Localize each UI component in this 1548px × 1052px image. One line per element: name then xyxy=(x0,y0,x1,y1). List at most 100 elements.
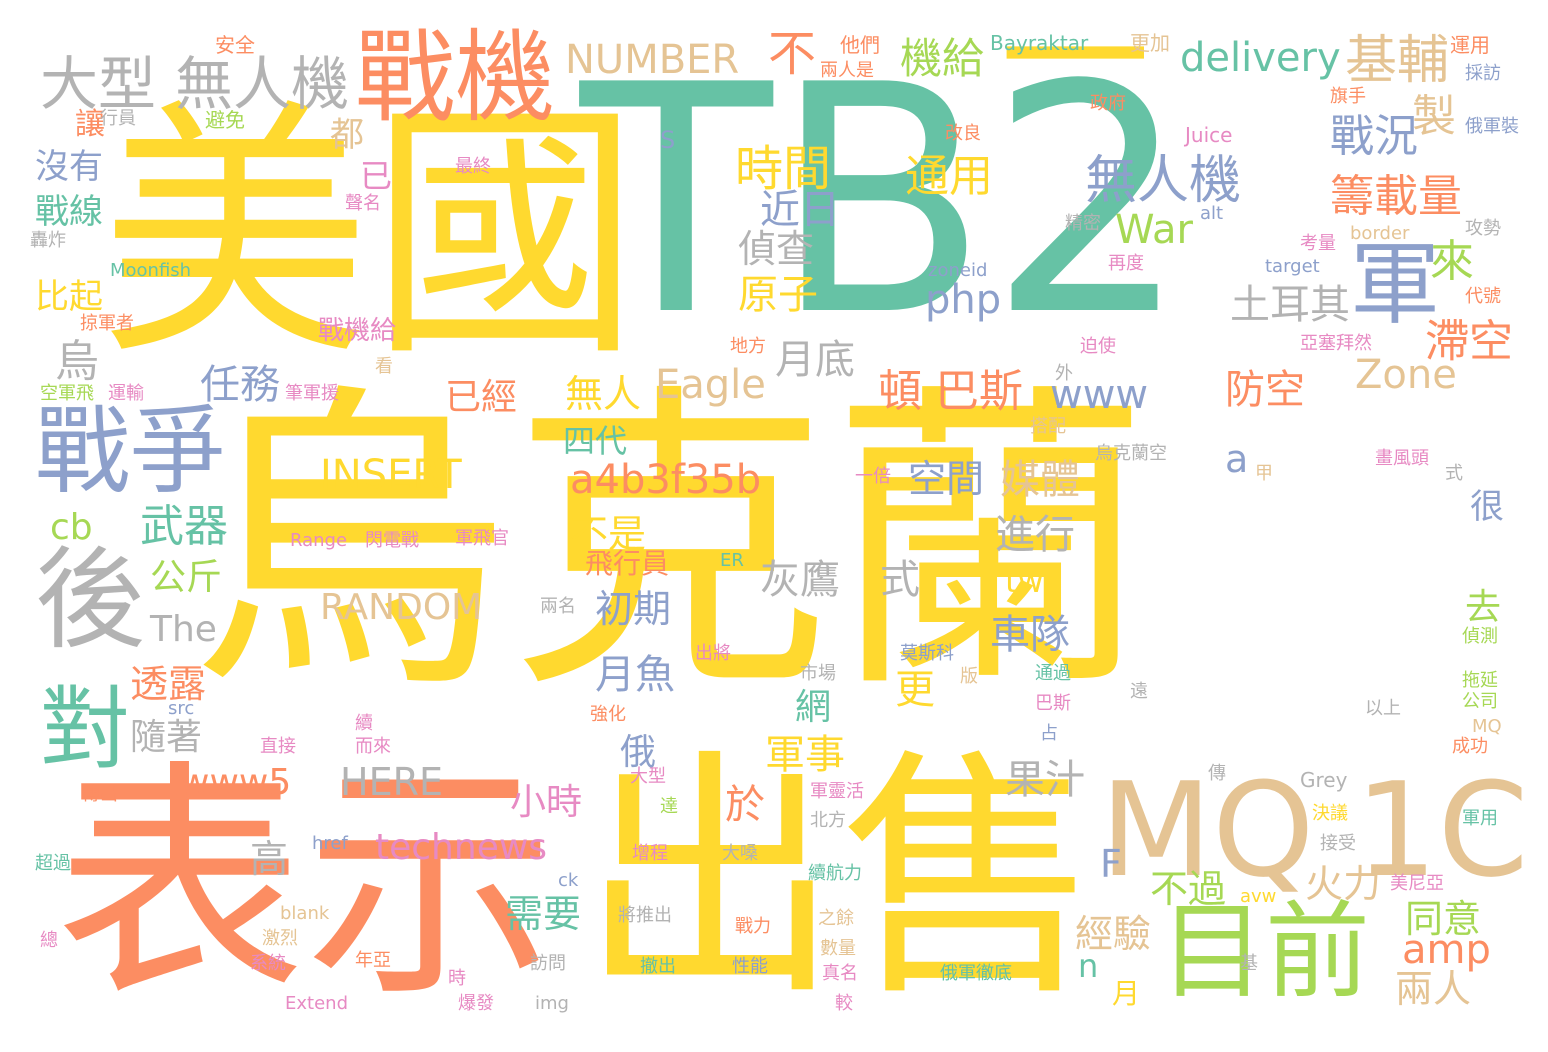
word: 系統 xyxy=(250,953,286,974)
word: php xyxy=(925,277,1002,323)
word: 讓 xyxy=(75,107,105,142)
word: src xyxy=(168,698,195,719)
word: 式 xyxy=(1445,463,1463,484)
word: 總 xyxy=(40,930,58,951)
word: 續航力 xyxy=(808,863,862,884)
word: 迫使 xyxy=(1080,336,1116,357)
word: The xyxy=(150,609,217,650)
word: Eagle xyxy=(655,362,766,408)
word: 軍事 xyxy=(765,732,845,778)
word: 軍靈活 xyxy=(810,781,864,802)
word: 任務 xyxy=(200,362,280,408)
word: 俄軍徹底 xyxy=(940,963,1012,984)
word: 巴斯 xyxy=(1035,693,1071,714)
word: 大型 xyxy=(40,50,157,118)
word: blank xyxy=(280,903,330,924)
word: 美尼亞 xyxy=(1390,873,1444,894)
word: 畫風頭 xyxy=(1375,448,1429,469)
word: 軍飛官 xyxy=(455,528,509,549)
word: 巴斯 xyxy=(935,366,1023,417)
word: 透露 xyxy=(130,662,207,706)
word: 之餘 xyxy=(818,908,854,929)
word: 版 xyxy=(960,666,978,687)
word: 再度 xyxy=(1108,253,1144,274)
word: 烏 xyxy=(55,336,99,387)
word: 進行 xyxy=(995,512,1075,558)
word: 激烈 xyxy=(262,928,298,949)
word: 增程 xyxy=(632,843,668,864)
word: 大型 xyxy=(630,766,666,787)
word: Zone xyxy=(1355,352,1457,398)
word: NUMBER xyxy=(565,37,740,83)
word: 戰爭 xyxy=(35,397,226,507)
word: 將推出 xyxy=(618,905,672,926)
word: 頓 xyxy=(878,366,922,417)
word: 強化 xyxy=(590,704,626,725)
word: 閃電戰 xyxy=(365,530,419,551)
word: 同意 xyxy=(1405,897,1482,941)
word: 行員 xyxy=(100,108,136,129)
word: MQ xyxy=(1472,716,1502,737)
word: a4b3f35b xyxy=(570,457,762,503)
word: 很 xyxy=(1470,487,1504,527)
word: 基輔 xyxy=(1345,31,1450,91)
word: 四代 xyxy=(563,422,628,460)
word: 北方 xyxy=(810,810,846,831)
word: 出售 xyxy=(580,729,1100,1031)
word: alt xyxy=(1200,203,1224,224)
word: 高 xyxy=(250,837,289,881)
word: 搭配 xyxy=(1030,416,1066,437)
word: 已 xyxy=(360,157,393,195)
word: 都 xyxy=(330,115,364,155)
word: 經驗 xyxy=(1075,912,1152,956)
word: 一 xyxy=(1000,0,1151,147)
word: 防空 xyxy=(1225,367,1305,413)
word: 兩人是 xyxy=(820,60,874,81)
word: 戰力 xyxy=(735,916,771,937)
word: 空間 xyxy=(908,457,985,501)
word: 比起 xyxy=(35,277,103,317)
word: 筆軍援 xyxy=(285,383,339,404)
word: 時 xyxy=(448,968,466,989)
word: 數量 xyxy=(820,938,856,959)
word: 戰況 xyxy=(1330,111,1418,162)
word: 基 xyxy=(1240,953,1258,974)
word: Bayraktar xyxy=(990,31,1089,55)
word: target xyxy=(1265,256,1320,277)
word: RANDOM xyxy=(320,587,483,628)
word: 美國 xyxy=(100,77,640,392)
word: 最終 xyxy=(455,156,491,177)
word: 傳 xyxy=(1208,763,1226,784)
word: 俄 xyxy=(620,732,657,773)
word: 政府 xyxy=(1090,93,1126,114)
word: amp xyxy=(1402,927,1491,973)
word: HERE xyxy=(340,760,443,804)
word: 初期 xyxy=(595,587,672,631)
word: 公司 xyxy=(1462,691,1498,712)
word: 於 xyxy=(725,782,765,828)
word: 亞塞拜然 xyxy=(1300,333,1372,354)
word: technews xyxy=(375,827,548,868)
word: 原子 xyxy=(738,272,818,318)
word: 通過 xyxy=(1035,663,1071,684)
word: 攻勢 xyxy=(1465,218,1501,239)
word: 沒有 xyxy=(35,147,103,187)
word: 軍用 xyxy=(1462,808,1498,829)
word: tw xyxy=(1005,562,1044,600)
word: 烏克蘭空 xyxy=(1095,443,1167,464)
word: 俄軍裝 xyxy=(1465,116,1519,137)
word: 採訪 xyxy=(1465,63,1501,84)
word: 果汁 xyxy=(1005,757,1085,803)
word: 不 xyxy=(768,26,817,82)
word: 飛行員 xyxy=(585,547,670,580)
word: 續 xyxy=(355,713,373,734)
word: Moonfish xyxy=(110,260,192,281)
word: Juice xyxy=(1185,123,1233,147)
word: 性能 xyxy=(732,956,768,977)
word: 空軍飛 xyxy=(40,383,94,404)
word: 軍 xyxy=(1350,232,1440,337)
word: 表示 xyxy=(55,739,555,1030)
word: 年亞 xyxy=(355,950,391,971)
word: S xyxy=(660,126,676,154)
